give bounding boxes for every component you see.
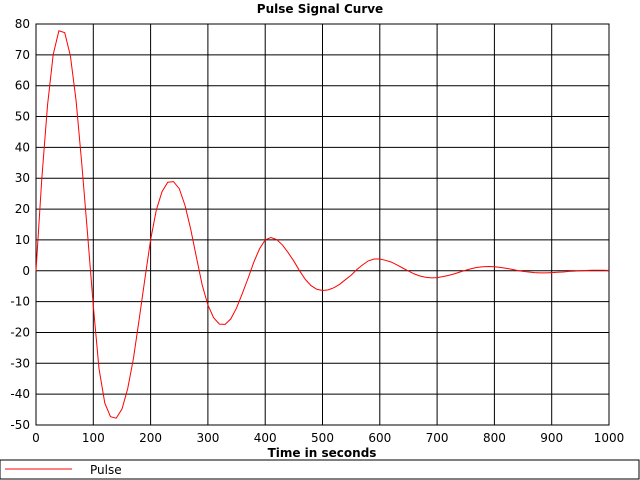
x-tick-label: 700: [426, 431, 449, 445]
y-tick-label: -50: [10, 418, 30, 432]
y-tick-label: -40: [10, 387, 30, 401]
plot-area-border: [35, 23, 610, 426]
y-tick-label: -10: [10, 295, 30, 309]
x-tick-label: 200: [139, 431, 162, 445]
legend-label-pulse: Pulse: [90, 463, 122, 477]
y-tick-label: 50: [15, 110, 30, 124]
x-tick-label: 300: [196, 431, 219, 445]
legend: Pulse: [0, 459, 640, 480]
series-line-pulse: [35, 30, 610, 419]
y-tick-label: 40: [15, 140, 30, 154]
y-tick-label: 10: [15, 233, 30, 247]
x-tick-label: 600: [368, 431, 391, 445]
x-tick-label: 900: [540, 431, 563, 445]
legend-box: [0, 459, 640, 480]
y-tick-label: 70: [15, 48, 30, 62]
x-tick-label: 400: [254, 431, 277, 445]
x-tick-label: 800: [483, 431, 506, 445]
y-tick-label: 80: [15, 17, 30, 31]
y-tick-label: 20: [15, 202, 30, 216]
chart-title: Pulse Signal Curve: [257, 2, 383, 16]
grid: [36, 24, 609, 425]
x-tick-label: 1000: [594, 431, 625, 445]
x-tick-label: 0: [32, 431, 40, 445]
y-tick-label: 30: [15, 171, 30, 185]
x-tick-label: 500: [311, 431, 334, 445]
y-tick-label: -20: [10, 325, 30, 339]
y-tick-label: 0: [22, 264, 30, 278]
x-tick-label: 100: [82, 431, 105, 445]
y-tick-label: -30: [10, 356, 30, 370]
y-tick-label: 60: [15, 79, 30, 93]
tick-labels: 0 100 200 300 400 500 600 700 800 900 100080706050…: [10, 17, 624, 445]
x-axis-title: Time in seconds: [268, 446, 377, 460]
